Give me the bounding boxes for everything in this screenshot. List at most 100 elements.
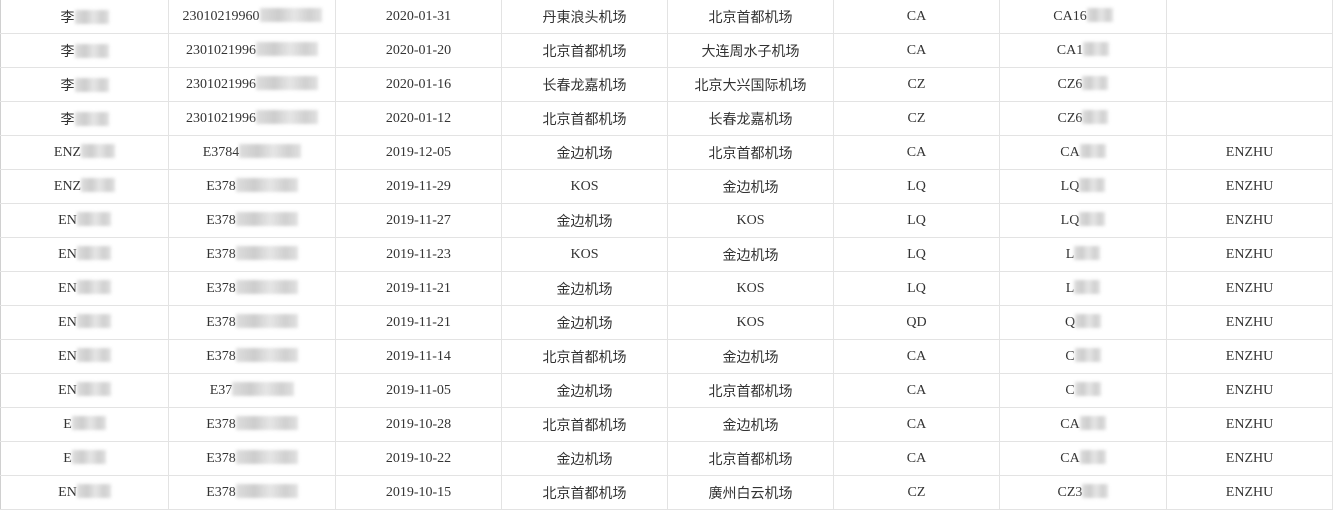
date-cell[interactable]: 2019-11-21 bbox=[335, 305, 502, 340]
airline-cell[interactable]: CZ bbox=[833, 101, 1000, 136]
origin-cell[interactable]: 金边机场 bbox=[501, 135, 668, 170]
date-cell[interactable]: 2019-11-21 bbox=[335, 271, 502, 306]
origin-cell[interactable]: 金边机场 bbox=[501, 441, 668, 476]
id-cell[interactable]: 2301021996 bbox=[168, 33, 336, 68]
airline-cell[interactable]: LQ bbox=[833, 237, 1000, 272]
passenger-cell[interactable] bbox=[1166, 101, 1333, 136]
name-cell[interactable]: EN bbox=[0, 373, 169, 408]
passenger-cell[interactable]: ENZHU bbox=[1166, 339, 1333, 374]
date-cell[interactable]: 2019-11-05 bbox=[335, 373, 502, 408]
flight-cell[interactable]: Q bbox=[999, 305, 1167, 340]
id-cell[interactable]: 23010219960 bbox=[168, 0, 336, 34]
flight-cell[interactable]: LQ bbox=[999, 203, 1167, 238]
name-cell[interactable]: 李 bbox=[0, 101, 169, 136]
origin-cell[interactable]: 北京首都机场 bbox=[501, 33, 668, 68]
origin-cell[interactable]: 北京首都机场 bbox=[501, 475, 668, 510]
date-cell[interactable]: 2020-01-12 bbox=[335, 101, 502, 136]
name-cell[interactable]: EN bbox=[0, 475, 169, 510]
airline-cell[interactable]: CZ bbox=[833, 475, 1000, 510]
destination-cell[interactable]: 金边机场 bbox=[667, 339, 834, 374]
airline-cell[interactable]: LQ bbox=[833, 169, 1000, 204]
name-cell[interactable]: 李 bbox=[0, 0, 169, 34]
passenger-cell[interactable]: ENZHU bbox=[1166, 305, 1333, 340]
passenger-cell[interactable]: ENZHU bbox=[1166, 237, 1333, 272]
id-cell[interactable]: E378 bbox=[168, 169, 336, 204]
date-cell[interactable]: 2019-10-15 bbox=[335, 475, 502, 510]
name-cell[interactable]: 李 bbox=[0, 67, 169, 102]
origin-cell[interactable]: 金边机场 bbox=[501, 305, 668, 340]
origin-cell[interactable]: 北京首都机场 bbox=[501, 339, 668, 374]
date-cell[interactable]: 2020-01-16 bbox=[335, 67, 502, 102]
id-cell[interactable]: E378 bbox=[168, 271, 336, 306]
passenger-cell[interactable]: ENZHU bbox=[1166, 441, 1333, 476]
id-cell[interactable]: E378 bbox=[168, 441, 336, 476]
passenger-cell[interactable]: ENZHU bbox=[1166, 135, 1333, 170]
flight-cell[interactable]: L bbox=[999, 237, 1167, 272]
passenger-cell[interactable] bbox=[1166, 0, 1333, 34]
passenger-cell[interactable] bbox=[1166, 67, 1333, 102]
flight-cell[interactable]: CA bbox=[999, 407, 1167, 442]
date-cell[interactable]: 2019-11-29 bbox=[335, 169, 502, 204]
date-cell[interactable]: 2019-11-14 bbox=[335, 339, 502, 374]
destination-cell[interactable]: 北京首都机场 bbox=[667, 373, 834, 408]
name-cell[interactable]: ENZ bbox=[0, 135, 169, 170]
passenger-cell[interactable]: ENZHU bbox=[1166, 169, 1333, 204]
origin-cell[interactable]: 金边机场 bbox=[501, 203, 668, 238]
flight-cell[interactable]: CA1 bbox=[999, 33, 1167, 68]
flight-cell[interactable]: L bbox=[999, 271, 1167, 306]
name-cell[interactable]: EN bbox=[0, 237, 169, 272]
origin-cell[interactable]: 金边机场 bbox=[501, 373, 668, 408]
airline-cell[interactable]: CA bbox=[833, 407, 1000, 442]
date-cell[interactable]: 2019-11-23 bbox=[335, 237, 502, 272]
id-cell[interactable]: E378 bbox=[168, 475, 336, 510]
origin-cell[interactable]: 北京首都机场 bbox=[501, 407, 668, 442]
id-cell[interactable]: 2301021996 bbox=[168, 101, 336, 136]
destination-cell[interactable]: 长春龙嘉机场 bbox=[667, 101, 834, 136]
name-cell[interactable]: EN bbox=[0, 271, 169, 306]
destination-cell[interactable]: 金边机场 bbox=[667, 169, 834, 204]
airline-cell[interactable]: CA bbox=[833, 441, 1000, 476]
destination-cell[interactable]: KOS bbox=[667, 203, 834, 238]
passenger-cell[interactable]: ENZHU bbox=[1166, 373, 1333, 408]
passenger-cell[interactable] bbox=[1166, 33, 1333, 68]
origin-cell[interactable]: KOS bbox=[501, 237, 668, 272]
id-cell[interactable]: E378 bbox=[168, 203, 336, 238]
id-cell[interactable]: E378 bbox=[168, 407, 336, 442]
date-cell[interactable]: 2020-01-31 bbox=[335, 0, 502, 34]
name-cell[interactable]: E bbox=[0, 441, 169, 476]
date-cell[interactable]: 2020-01-20 bbox=[335, 33, 502, 68]
name-cell[interactable]: EN bbox=[0, 203, 169, 238]
airline-cell[interactable]: CA bbox=[833, 0, 1000, 34]
destination-cell[interactable]: 金边机场 bbox=[667, 407, 834, 442]
airline-cell[interactable]: CA bbox=[833, 33, 1000, 68]
flight-cell[interactable]: CA16 bbox=[999, 0, 1167, 34]
name-cell[interactable]: E bbox=[0, 407, 169, 442]
airline-cell[interactable]: LQ bbox=[833, 203, 1000, 238]
flight-cell[interactable]: CZ6 bbox=[999, 67, 1167, 102]
airline-cell[interactable]: CA bbox=[833, 339, 1000, 374]
destination-cell[interactable]: 金边机场 bbox=[667, 237, 834, 272]
passenger-cell[interactable]: ENZHU bbox=[1166, 203, 1333, 238]
passenger-cell[interactable]: ENZHU bbox=[1166, 407, 1333, 442]
id-cell[interactable]: E3784 bbox=[168, 135, 336, 170]
id-cell[interactable]: E378 bbox=[168, 339, 336, 374]
airline-cell[interactable]: CZ bbox=[833, 67, 1000, 102]
passenger-cell[interactable]: ENZHU bbox=[1166, 475, 1333, 510]
destination-cell[interactable]: 廣州白云机场 bbox=[667, 475, 834, 510]
id-cell[interactable]: 2301021996 bbox=[168, 67, 336, 102]
origin-cell[interactable]: 丹東浪头机场 bbox=[501, 0, 668, 34]
name-cell[interactable]: 李 bbox=[0, 33, 169, 68]
destination-cell[interactable]: 大连周水子机场 bbox=[667, 33, 834, 68]
flight-cell[interactable]: CA bbox=[999, 441, 1167, 476]
id-cell[interactable]: E378 bbox=[168, 237, 336, 272]
destination-cell[interactable]: KOS bbox=[667, 305, 834, 340]
flight-cell[interactable]: C bbox=[999, 339, 1167, 374]
destination-cell[interactable]: 北京首都机场 bbox=[667, 441, 834, 476]
origin-cell[interactable]: 金边机场 bbox=[501, 271, 668, 306]
origin-cell[interactable]: KOS bbox=[501, 169, 668, 204]
destination-cell[interactable]: 北京大兴国际机场 bbox=[667, 67, 834, 102]
name-cell[interactable]: ENZ bbox=[0, 169, 169, 204]
destination-cell[interactable]: KOS bbox=[667, 271, 834, 306]
id-cell[interactable]: E37 bbox=[168, 373, 336, 408]
airline-cell[interactable]: QD bbox=[833, 305, 1000, 340]
